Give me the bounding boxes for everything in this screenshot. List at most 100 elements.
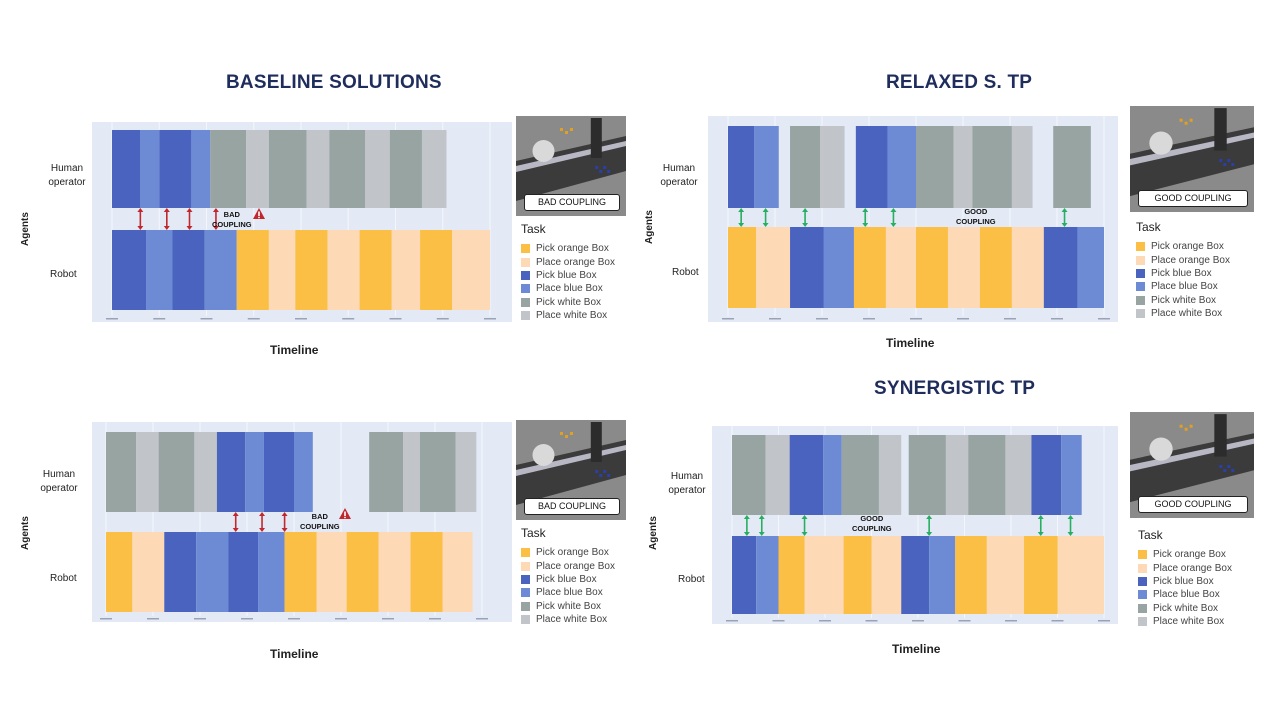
x-tick <box>247 318 260 320</box>
x-tick <box>958 620 971 622</box>
robot-label: Robot <box>50 269 77 280</box>
legend-item: Pick blue Box <box>521 573 615 586</box>
x-tick <box>241 618 253 620</box>
robot-bar-place-blue <box>756 536 779 614</box>
coupling-arrow <box>758 515 765 536</box>
legend-label: Pick blue Box <box>536 269 597 281</box>
x-tick <box>288 618 300 620</box>
legend-label: Place blue Box <box>536 587 603 599</box>
robot-bar-pick-blue <box>901 536 930 614</box>
human-bar-place-blue <box>887 126 916 208</box>
legend-label: Pick orange Box <box>536 243 609 255</box>
x-tick <box>100 618 112 620</box>
y-axis-label: Agents <box>20 516 31 550</box>
coupling-arrow <box>232 512 239 532</box>
human-bar-place-white <box>455 432 477 512</box>
legend-label: Place blue Box <box>1153 589 1220 601</box>
legend-swatch <box>521 615 530 625</box>
robot-bar-pick-orange <box>979 227 1012 308</box>
x-axis-label: Timeline <box>886 336 935 350</box>
x-tick <box>200 318 213 320</box>
robot-bar-place-orange <box>804 536 844 614</box>
legend-title: Task <box>1138 528 1163 542</box>
legend-swatch <box>1136 309 1145 319</box>
title-baseline: BASELINE SOLUTIONS <box>226 72 442 93</box>
legend-swatch <box>521 588 530 598</box>
legend-item: Pick blue Box <box>521 269 615 282</box>
title-synergistic: SYNERGISTIC TP <box>874 378 1036 399</box>
legend-item: Pick white Box <box>521 600 615 613</box>
robot-bar-pick-blue <box>1043 227 1078 308</box>
human-bar-pick-blue <box>728 126 755 208</box>
coupling-arrow <box>163 208 170 230</box>
x-tick <box>769 318 781 320</box>
robot-bar-pick-orange <box>106 532 133 612</box>
robot-bar-pick-orange <box>778 536 805 614</box>
robot-bar-place-orange <box>1011 227 1044 308</box>
legend-label: Pick blue Box <box>1151 267 1212 279</box>
robot-bar-pick-blue <box>790 227 824 308</box>
robot-bar-pick-blue <box>732 536 757 614</box>
human-bar-pick-blue <box>216 432 246 512</box>
legend-swatch <box>1138 617 1147 627</box>
human-bar-pick-white <box>158 432 195 512</box>
legend-label: Place orange Box <box>1153 562 1232 574</box>
robot-bar-place-orange <box>268 230 296 310</box>
legend-item: Place blue Box <box>521 282 615 295</box>
legend-item: Pick orange Box <box>521 546 615 559</box>
coupling-annotation: BAD COUPLING <box>300 512 340 532</box>
legend-label: Place blue Box <box>1151 281 1218 293</box>
robot-label: Robot <box>672 267 699 278</box>
robot-bar-place-blue <box>258 532 285 612</box>
legend-item: Place white Box <box>1138 615 1232 628</box>
human-bar-place-white <box>765 435 790 515</box>
robot-bar-place-blue <box>1077 227 1104 308</box>
robot-bar-pick-blue <box>172 230 205 310</box>
legend-title: Task <box>1136 220 1161 234</box>
legend-item: Pick blue Box <box>1136 267 1230 280</box>
legend: Task Pick orange Box Place orange Box Pick … <box>521 526 615 626</box>
coupling-arrow <box>738 208 745 227</box>
human-bar-place-white <box>194 432 217 512</box>
coupling-line2: COUPLING <box>212 220 252 229</box>
legend-item: Place orange Box <box>1136 253 1230 266</box>
human-bar-pick-white <box>968 435 1006 515</box>
x-tick <box>1098 318 1110 320</box>
robot-bar-pick-orange <box>236 230 269 310</box>
legend-item: Pick orange Box <box>1138 548 1232 561</box>
robot-bar-place-blue <box>146 230 173 310</box>
legend-label: Place orange Box <box>1151 254 1230 266</box>
legend-label: Pick orange Box <box>536 547 609 559</box>
legend-swatch <box>521 561 530 571</box>
legend-label: Place white Box <box>536 614 608 626</box>
human-bar-pick-white <box>268 130 307 208</box>
x-tick <box>484 318 496 320</box>
robot-bar-pick-orange <box>346 532 379 612</box>
coupling-arrow <box>762 208 769 227</box>
x-tick <box>106 318 118 320</box>
human-bar-place-white <box>365 130 390 208</box>
x-tick <box>863 318 875 320</box>
robot-bar-place-orange <box>986 536 1025 614</box>
legend-label: Pick blue Box <box>1153 575 1214 587</box>
robot-bar-pick-orange <box>853 227 886 308</box>
x-tick <box>726 620 738 622</box>
robot-bar-place-orange <box>756 227 791 308</box>
robot-bar-pick-orange <box>843 536 872 614</box>
human-bar-pick-white <box>329 130 366 208</box>
human-bar-place-white <box>421 130 447 208</box>
legend-item: Pick white Box <box>521 296 615 309</box>
legend-item: Place white Box <box>1136 307 1230 320</box>
y-axis-label: Agents <box>644 210 655 244</box>
coupling-arrow <box>212 208 219 230</box>
x-tick <box>436 318 449 320</box>
x-tick <box>295 318 307 320</box>
x-tick <box>194 618 206 620</box>
legend-swatch <box>1136 268 1145 278</box>
coupling-arrow <box>1067 515 1074 536</box>
legend-label: Place orange Box <box>536 560 615 572</box>
robot-bar-pick-orange <box>284 532 317 612</box>
robot-bar-place-orange <box>1057 536 1104 614</box>
coupling-arrow <box>259 512 266 532</box>
x-axis-label: Timeline <box>270 647 319 661</box>
